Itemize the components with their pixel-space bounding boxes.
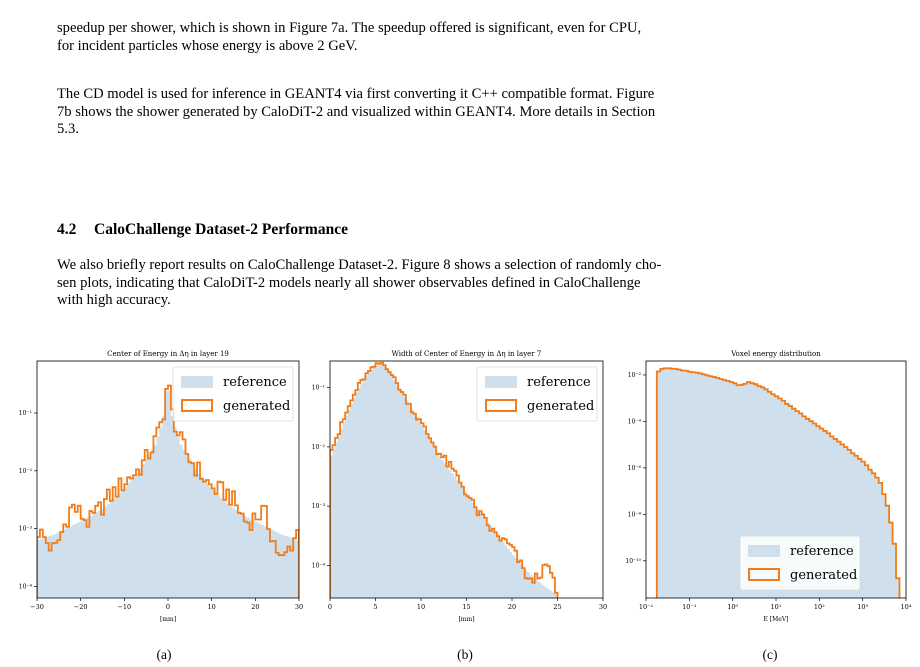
plot-title: Voxel energy distribution [730,350,821,358]
generated-histogram [330,361,559,598]
legend-label-generated: generated [790,568,857,583]
y-tick-label: 10⁻¹ [19,410,32,417]
x-tick-label: 20 [251,603,259,611]
caption-b: (b) [457,647,473,662]
y-tick-label: 10⁻² [312,444,326,451]
x-tick-label: 30 [295,603,303,611]
x-tick-label: 10³ [857,603,868,611]
legend-label-reference: reference [223,375,287,390]
legend-label-generated: generated [527,399,594,414]
paragraph-dataset2: We also briefly report results on CaloCh… [57,257,857,310]
text-line: The CD model is used for inference in GE… [57,86,655,102]
text-line: 7b shows the shower generated by CaloDiT… [57,103,656,120]
y-tick-label: 10⁻⁸ [628,511,642,518]
legend-swatch-reference [181,376,213,388]
x-axis-label: [mm] [458,616,474,623]
plot-area [330,361,559,598]
x-tick-label: 10 [208,603,216,611]
plot-width-center-of-energy: Width of Center of Energy in Δη in layer… [312,350,607,623]
y-tick-label: 10⁻⁴ [628,418,642,425]
x-axis-label: [mm] [160,616,176,623]
x-tick-label: 10⁻² [639,603,654,611]
x-tick-label: 10 [417,603,425,611]
legend-swatch-generated [485,399,517,412]
x-tick-label: −30 [30,603,44,611]
text-line: for incident particles whose energy is a… [57,37,358,54]
legend-label-generated: generated [223,399,290,414]
paragraph-geant4: The CD model is used for inference in GE… [57,86,857,139]
text-line: We also briefly report results on CaloCh… [57,257,662,273]
plot-voxel-energy: Voxel energy distribution 10⁻² 10⁻¹ 10⁰ 10¹ 1… [625,350,912,623]
text-line: speedup per shower, which is shown in Fi… [57,20,642,36]
y-tick-label: 10⁻³ [312,503,326,510]
x-axis-label: E [MeV] [764,616,789,623]
text-line: sen plots, indicating that CaloDiT-2 mod… [57,274,641,291]
section-heading: 4.2 CaloChallenge Dataset-2 Performance [57,221,348,239]
y-tick-label: 10⁻⁶ [628,465,642,472]
y-tick-label: 10⁻¹ [312,385,325,392]
section-title: CaloChallenge Dataset-2 Performance [94,221,348,238]
caption-a: (a) [156,647,172,662]
x-tick-label: 10⁰ [727,603,738,611]
legend-swatch-generated [181,399,213,412]
reference-histogram [37,390,299,598]
paragraph-speedup: speedup per shower, which is shown in Fi… [57,20,857,55]
x-tick-label: 10² [814,603,825,611]
x-tick-label: −10 [117,603,131,611]
y-tick-label: 10⁻⁴ [19,583,33,590]
x-tick-label: 5 [373,603,377,611]
legend-label-reference: reference [790,544,854,559]
x-tick-label: 25 [553,603,561,611]
text-line: with high accuracy. [57,292,171,308]
generated-histogram [37,384,299,598]
legend: reference generated [172,366,294,422]
legend: reference generated [476,366,598,422]
legend: reference generated [739,535,861,591]
legend-swatch-reference [748,545,780,557]
generated-histogram [655,367,901,598]
y-tick-label: 10⁻⁴ [312,562,326,569]
x-tick-label: 20 [508,603,516,611]
section-number: 4.2 [57,221,77,238]
x-tick-label: 10⁻¹ [682,603,697,611]
legend-swatch-generated [748,568,780,581]
plot-title: Center of Energy in Δη in layer 19 [107,350,229,358]
legend-swatch-reference [485,376,517,388]
x-tick-label: 10¹ [771,603,782,611]
plot-title: Width of Center of Energy in Δη in layer… [392,350,542,358]
x-tick-label: −20 [74,603,88,611]
y-tick-label: 10⁻¹⁰ [625,558,641,565]
plot-area [37,384,299,598]
x-tick-label: 10⁴ [901,603,912,611]
y-tick-label: 10⁻² [628,372,642,379]
y-tick-label: 10⁻² [19,468,33,475]
reference-histogram [330,363,558,598]
text-line: 5.3. [57,121,79,137]
y-tick-label: 10⁻³ [19,526,33,533]
caption-c: (c) [762,647,778,662]
x-tick-label: 0 [166,603,170,611]
x-tick-label: 0 [328,603,332,611]
plot-center-of-energy: Center of Energy in Δη in layer 19 −30 −20… [19,350,303,623]
x-tick-label: 15 [462,603,470,611]
legend-label-reference: reference [527,375,591,390]
x-tick-label: 30 [599,603,607,611]
